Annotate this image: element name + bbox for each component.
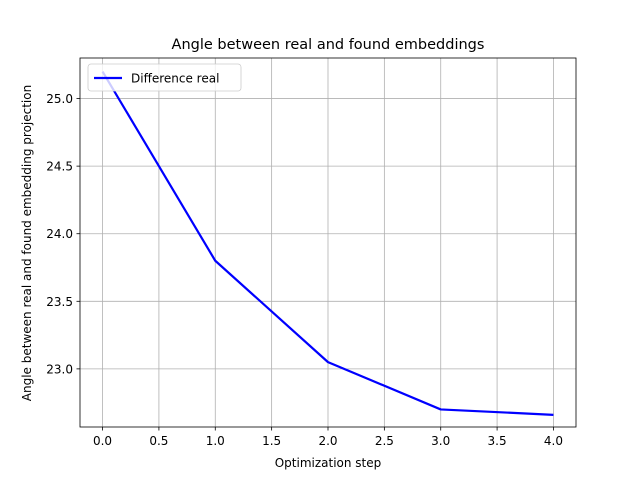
y-tick-label: 24.0: [46, 227, 73, 241]
y-tick-label: 23.0: [46, 362, 73, 376]
x-tick-label: 4.0: [544, 434, 563, 448]
y-tick-label: 25.0: [46, 92, 73, 106]
x-tick-label: 1.5: [262, 434, 281, 448]
x-tick-label: 2.0: [318, 434, 337, 448]
x-tick-label: 3.5: [488, 434, 507, 448]
x-tick-label: 0.5: [149, 434, 168, 448]
y-axis-ticks: 23.0 23.5 24.0 24.5 25.0: [46, 92, 80, 376]
x-axis-ticks: 0.0 0.5 1.0 1.5 2.0 2.5 3.0 3.5 4.0: [93, 427, 563, 448]
x-tick-label: 1.0: [206, 434, 225, 448]
legend-label: Difference real: [131, 72, 219, 86]
chart-title: Angle between real and found embeddings: [172, 37, 485, 53]
x-tick-label: 0.0: [93, 434, 112, 448]
legend: Difference real: [87, 63, 242, 92]
x-tick-label: 2.5: [375, 434, 394, 448]
y-tick-label: 23.5: [46, 295, 73, 309]
legend-box: [87, 63, 242, 92]
y-tick-label: 24.5: [46, 160, 73, 174]
x-tick-label: 3.0: [431, 434, 450, 448]
x-axis-label: Optimization step: [275, 456, 382, 470]
grid-lines: [80, 58, 576, 427]
y-axis-label: Angle between real and found embedding p…: [20, 85, 34, 401]
